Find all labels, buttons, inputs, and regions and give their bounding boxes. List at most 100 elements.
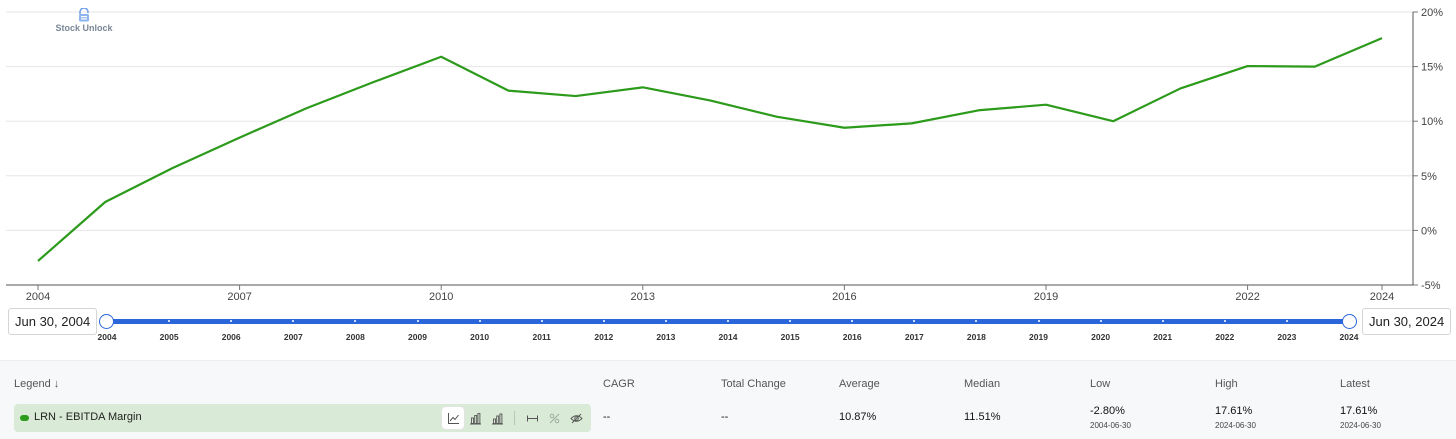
series-color-swatch: [20, 415, 29, 421]
legend-row[interactable]: LRN - EBITDA Margin: [14, 404, 591, 432]
range-year-tick: [540, 320, 543, 322]
range-year-label: 2009: [408, 332, 427, 342]
range-year-tick: [727, 320, 729, 322]
range-width-toggle[interactable]: [521, 407, 543, 429]
range-year-label: 2019: [1029, 332, 1048, 342]
range-year-label: 2011: [532, 332, 551, 342]
latest-header: Latest: [1340, 378, 1370, 390]
range-year-label: 2010: [470, 332, 490, 342]
total-change-header: Total Change: [721, 378, 786, 390]
x-tick-label: 2016: [832, 291, 856, 303]
y-tick-label: 10%: [1421, 116, 1443, 128]
y-tick-label: 20%: [1421, 7, 1443, 19]
series-line-lrn-ebitda-margin[interactable]: [37, 37, 1383, 262]
chart-area: 20% 15% 10% 5% 0% -5% 2004 2007 2010 2013 2016 2019…: [6, 7, 1443, 303]
low-date: 2004-06-30: [1090, 421, 1131, 430]
average-header: Average: [839, 378, 880, 390]
range-year-label: 2004: [97, 332, 117, 342]
tool-divider: [514, 411, 515, 425]
stacked-bar-toggle[interactable]: [486, 407, 508, 429]
x-tick-label: 2024: [1370, 291, 1394, 303]
percent-disabled-icon: [549, 413, 559, 423]
horizontal-range-icon: [526, 415, 538, 421]
range-year-tick: [789, 320, 792, 322]
range-year-label: 2024: [1339, 332, 1359, 342]
range-year-tick: [1161, 320, 1164, 322]
bar-chart-alt-icon: [491, 413, 503, 424]
bar-chart-icon: [469, 412, 481, 424]
y-tick-label: 15%: [1421, 62, 1443, 74]
legend-header-label: Legend: [14, 378, 51, 390]
logo-text: Stock Unlock: [55, 23, 113, 33]
range-year-tick: [1285, 320, 1288, 322]
range-end-date[interactable]: Jun 30, 2024: [1362, 308, 1452, 335]
sort-down-arrow-icon[interactable]: ↓: [53, 378, 60, 390]
eye-off-icon: [569, 413, 583, 423]
x-tick-label: 2004: [26, 291, 50, 303]
percent-toggle[interactable]: [543, 407, 565, 429]
range-year-tick: [664, 320, 667, 322]
low-header: Low: [1090, 378, 1111, 390]
range-year-label: 2021: [1153, 332, 1173, 342]
range-year-label: 2014: [718, 332, 738, 342]
range-year-tick: [292, 320, 295, 322]
legend-series-label: LRN - EBITDA Margin: [34, 411, 142, 423]
cagr-value: --: [603, 411, 611, 423]
range-year-label: 2018: [966, 332, 986, 342]
median-header: Median: [964, 378, 1001, 390]
range-year-label: 2012: [594, 332, 614, 342]
stock-unlock-logo-icon: [79, 8, 89, 22]
range-year-tick: [478, 320, 481, 322]
y-tick-label: 0%: [1421, 225, 1437, 237]
range-year-label: 2020: [1091, 332, 1111, 342]
total-change-value: --: [721, 411, 729, 423]
range-year-tick: [975, 320, 978, 322]
range-year-tick: [851, 320, 854, 322]
high-date: 2024-06-30: [1215, 421, 1256, 430]
high-header: High: [1215, 378, 1238, 390]
line-chart-toggle[interactable]: [442, 407, 464, 429]
latest-date: 2024-06-30: [1340, 421, 1381, 430]
range-year-tick: [354, 320, 357, 322]
range-slider-end-handle[interactable]: [1342, 314, 1357, 329]
legend-header[interactable]: Legend ↓: [14, 378, 59, 390]
range-year-label: 2013: [656, 332, 676, 342]
range-year-tick: [1037, 320, 1040, 322]
high-value: 17.61%: [1215, 405, 1253, 417]
line-chart: 20% 15% 10% 5% 0% -5% 2004 2007 2010 2013 2016 2019…: [6, 7, 1443, 303]
stats-panel: Legend ↓ CAGR Total Change Average Median…: [0, 360, 1456, 439]
range-start-date[interactable]: Jun 30, 2004: [8, 308, 98, 335]
x-tick-label: 2019: [1034, 291, 1058, 303]
range-year-label: 2005: [159, 332, 179, 342]
range-year-tick: [602, 320, 605, 322]
range-year-tick: [168, 320, 171, 322]
visibility-toggle[interactable]: [565, 407, 587, 429]
legend-tools: [442, 406, 587, 430]
y-tick-label: -5%: [1421, 280, 1441, 292]
range-year-tick: [913, 320, 916, 322]
range-year-label: 2006: [221, 332, 241, 342]
range-year-label: 2016: [842, 332, 862, 342]
cagr-header: CAGR: [603, 378, 635, 390]
range-year-label: 2015: [780, 332, 800, 342]
bar-chart-toggle[interactable]: [464, 407, 486, 429]
x-tick-label: 2022: [1235, 291, 1259, 303]
low-value: -2.80%: [1090, 405, 1125, 417]
range-year-label: 2008: [345, 332, 365, 342]
range-year-label: 2007: [283, 332, 303, 342]
logo: Stock Unlock: [54, 8, 114, 33]
range-year-tick: [1223, 320, 1226, 322]
median-value: 11.51%: [964, 411, 1001, 423]
x-tick-label: 2013: [631, 291, 655, 303]
range-year-label: 2023: [1277, 332, 1297, 342]
latest-value: 17.61%: [1340, 405, 1378, 417]
range-year-tick: [230, 320, 233, 322]
x-tick-label: 2007: [227, 291, 251, 303]
x-tick-label: 2010: [429, 291, 453, 303]
range-year-label: 2022: [1215, 332, 1235, 342]
average-value: 10.87%: [839, 411, 877, 423]
range-year-label: 2017: [904, 332, 924, 342]
range-year-tick: [1099, 320, 1102, 322]
range-slider-start-handle[interactable]: [99, 314, 114, 329]
line-chart-icon: [447, 412, 459, 424]
